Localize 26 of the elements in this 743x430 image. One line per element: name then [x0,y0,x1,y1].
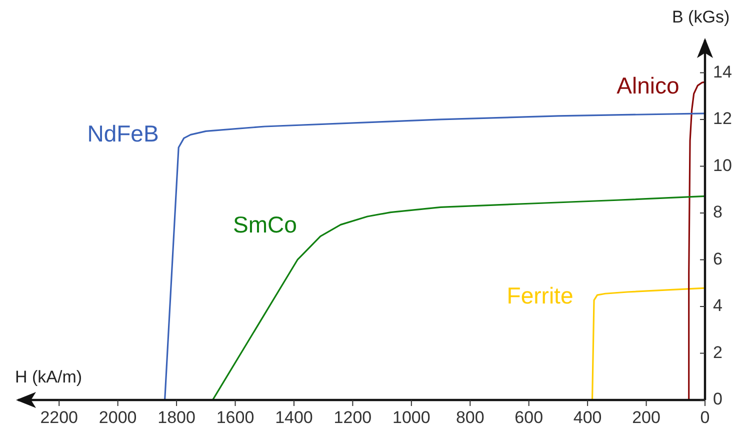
y-tick-label: 0 [713,390,722,409]
x-axis-title: H (kA/m) [15,368,82,387]
series-label: Alnico [616,72,680,98]
x-tick-label: 1200 [334,408,372,427]
y-tick-label: 6 [713,249,722,268]
x-tick-label: 1400 [275,408,313,427]
x-tick-label: 1000 [392,408,430,427]
y-tick-label: 14 [713,62,732,82]
y-tick-label: 8 [713,202,722,222]
x-tick-label: 2000 [98,408,137,427]
series-label: SmCo [233,211,297,238]
x-tick-label: 600 [514,408,544,427]
y-tick-label: 4 [713,296,722,316]
y-tick-label: 10 [713,156,732,175]
y-tick-label: 12 [713,109,732,128]
x-tick-label: 200 [632,408,660,427]
series-label: Ferrite [506,282,574,308]
y-axis-title: B (kGs) [672,8,730,27]
x-tick-label: 2200 [40,408,78,427]
x-tick-label: 800 [456,408,484,427]
x-tick-label: 1600 [216,408,254,427]
x-tick-label: 400 [573,408,602,427]
x-tick-label: 1800 [158,408,196,427]
series-label: NdFeB [87,120,159,146]
x-tick-label: 0 [700,408,710,427]
y-tick-label: 2 [713,342,722,362]
